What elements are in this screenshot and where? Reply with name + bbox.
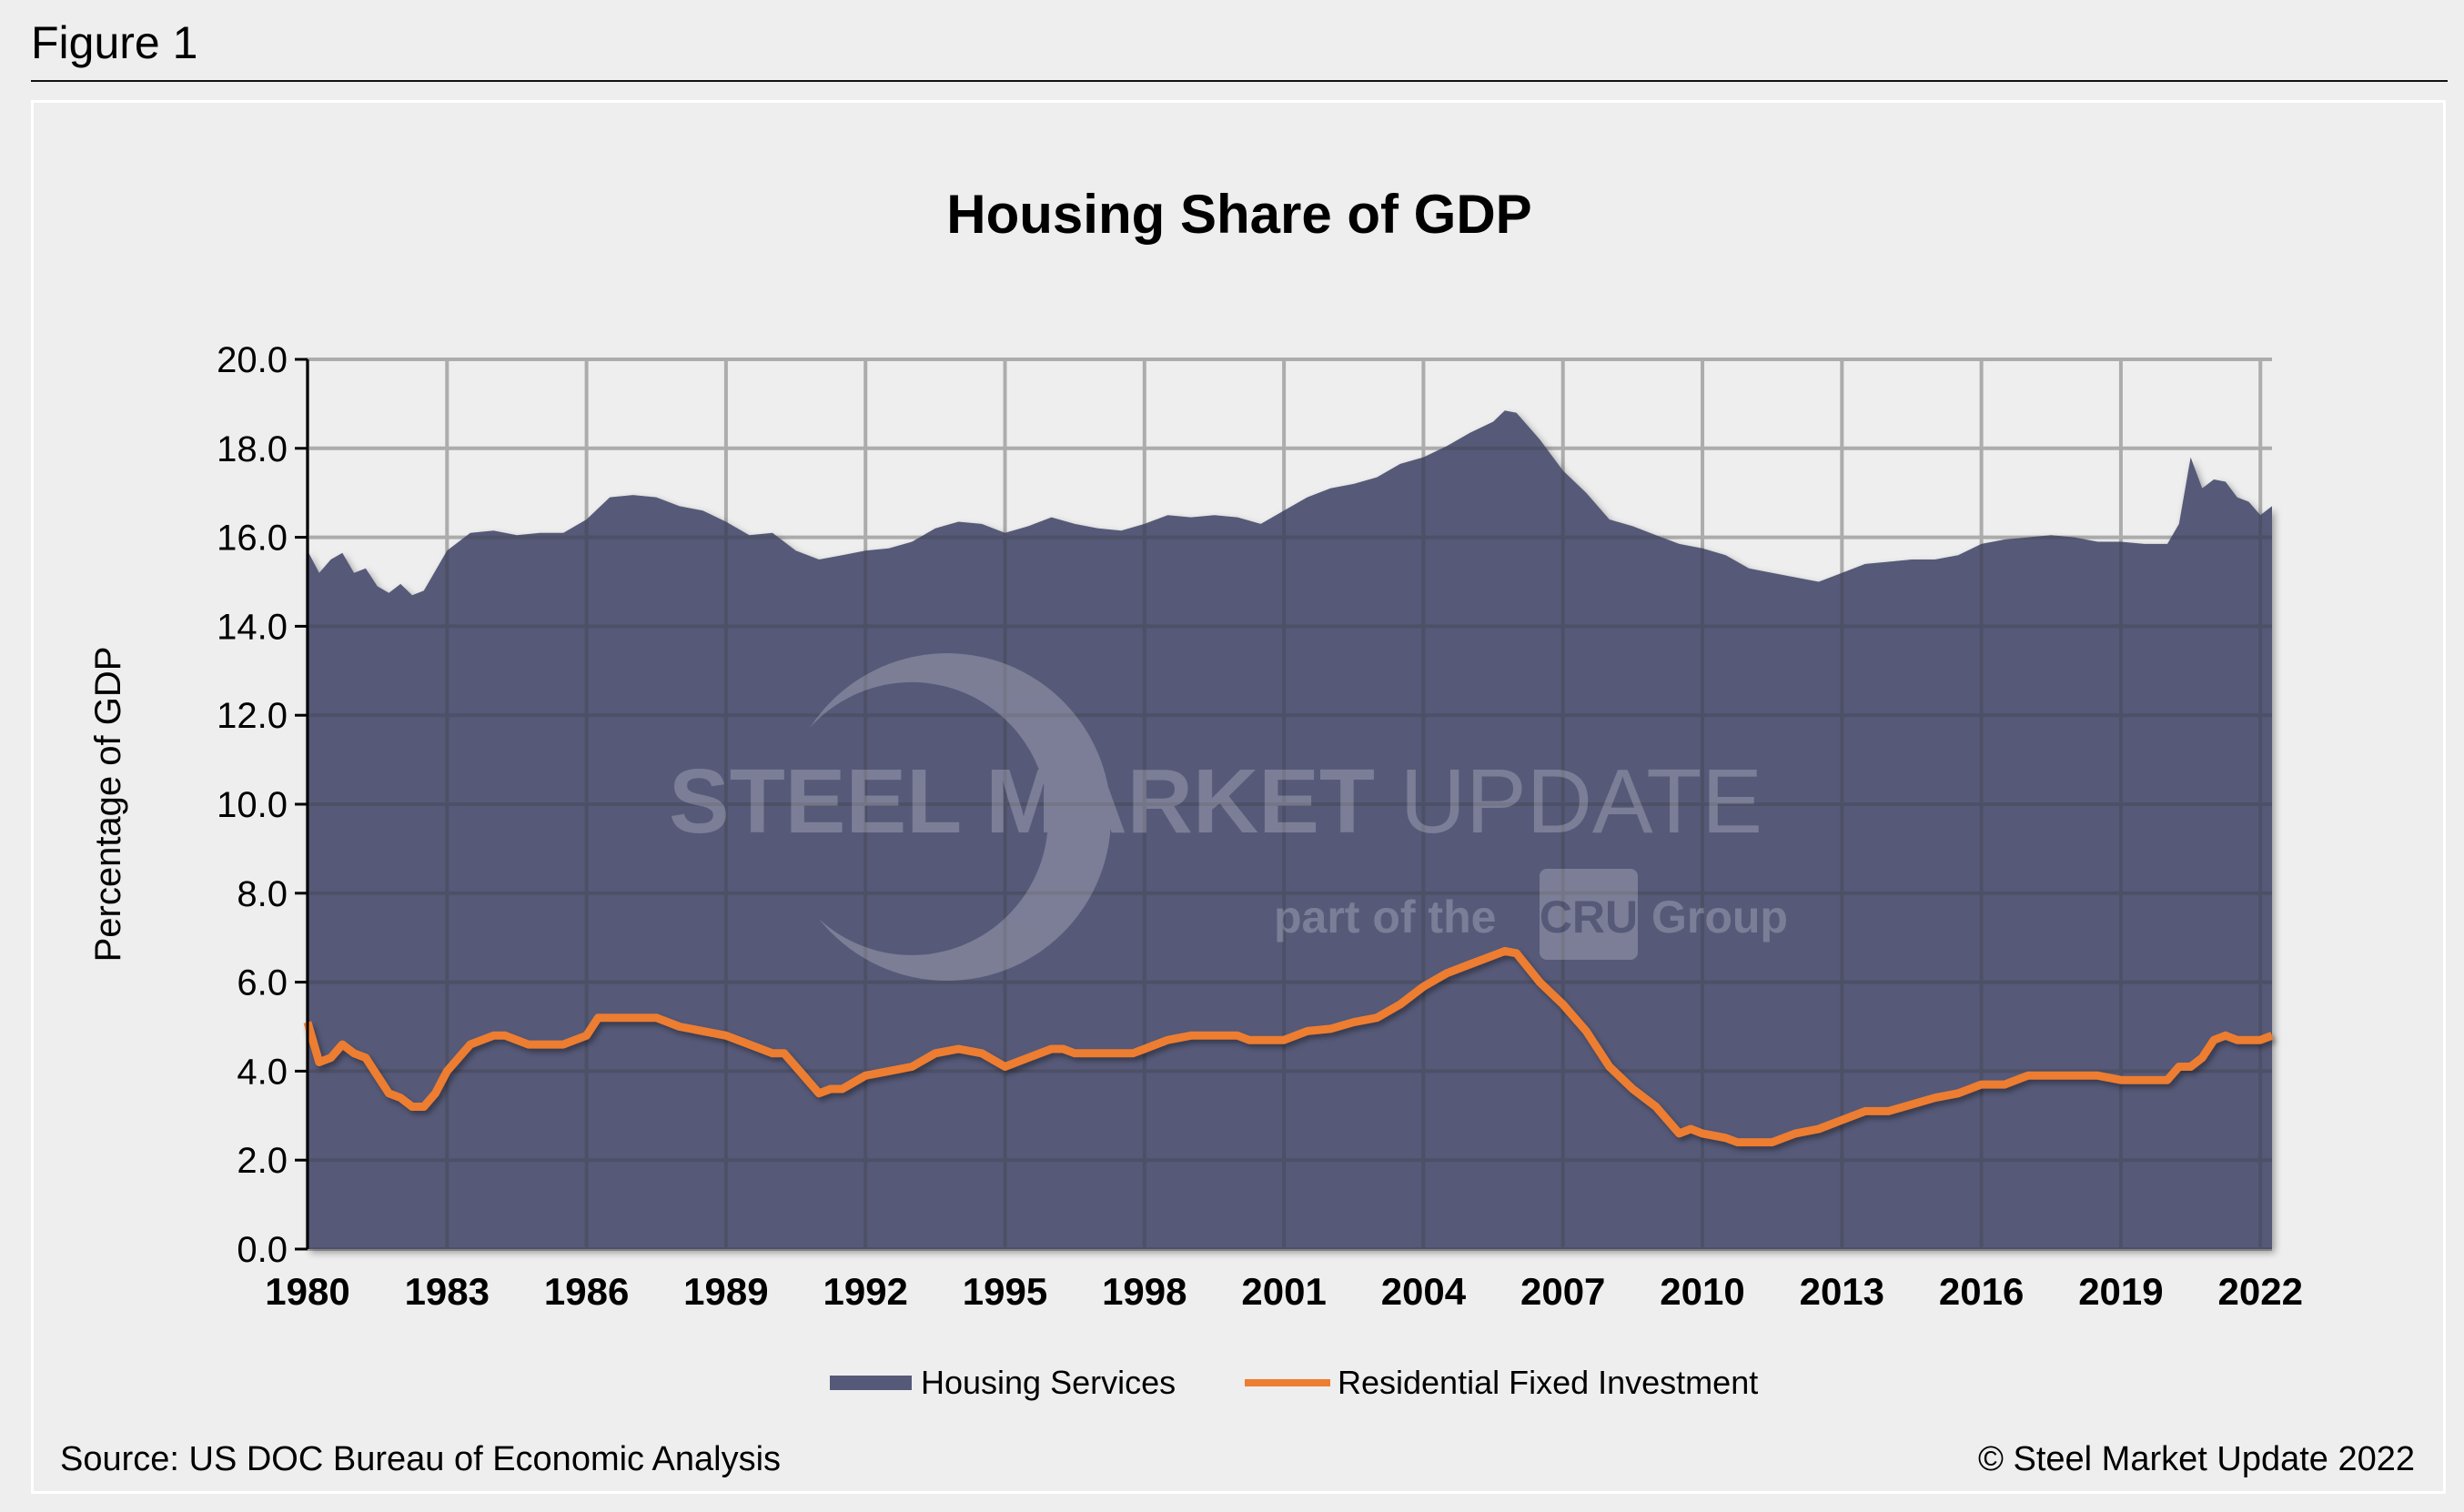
title-rule [31, 80, 2448, 82]
y-tick-label: 0.0 [237, 1230, 288, 1270]
watermark-arc-icon [810, 653, 1111, 982]
watermark-logo: CRU [1540, 892, 1638, 942]
x-tick-label: 1989 [683, 1270, 768, 1313]
y-tick-label: 4.0 [237, 1052, 288, 1092]
x-tick-label: 2022 [2218, 1270, 2303, 1313]
y-tick-label: 12.0 [217, 696, 288, 736]
x-tick-label: 1986 [544, 1270, 629, 1313]
x-tick-label: 1992 [823, 1270, 907, 1313]
y-tick-label: 2.0 [237, 1141, 288, 1181]
watermark-light: UPDATE [1400, 751, 1762, 852]
residential-fixed-investment-line [303, 946, 2274, 1147]
source-note: Source: US DOC Bureau of Economic Analys… [60, 1440, 781, 1478]
figure-label: Figure 1 [31, 17, 198, 68]
x-tick-label: 2016 [1939, 1270, 2024, 1313]
x-tick-label: 1980 [265, 1270, 349, 1313]
copyright-note: © Steel Market Update 2022 [1978, 1440, 2415, 1478]
y-tick-label: 16.0 [217, 519, 288, 559]
legend-label-residential: Residential Fixed Investment [1338, 1364, 1758, 1401]
watermark: STEEL MARKET UPDATE part of the CRU Grou… [669, 653, 1788, 982]
y-tick-label: 20.0 [217, 340, 288, 380]
x-tick-label: 1983 [405, 1270, 490, 1313]
y-tick-label: 8.0 [237, 874, 288, 914]
y-tick-label: 14.0 [217, 607, 288, 647]
legend-swatch-housing-services [830, 1376, 912, 1390]
watermark-part: part of the [1274, 892, 1496, 942]
watermark-group: Group [1651, 892, 1788, 942]
svg-text:STEEL MARKET UPDATE: STEEL MARKET UPDATE [669, 751, 1762, 852]
x-tick-label: 1995 [963, 1270, 1047, 1313]
chart-title: Housing Share of GDP [946, 184, 1531, 245]
legend-label-housing-services: Housing Services [921, 1364, 1176, 1401]
y-tick-label: 10.0 [217, 785, 288, 825]
x-tick-label: 1998 [1102, 1270, 1187, 1313]
chart-panel [31, 100, 2446, 1494]
y-tick-label: 18.0 [217, 429, 288, 469]
x-tick-label: 2010 [1660, 1270, 1744, 1313]
housing-services-area [308, 410, 2272, 1249]
x-tick-label: 2013 [1800, 1270, 1884, 1313]
watermark-bold: STEEL MARKET [669, 751, 1375, 852]
x-tick-label: 2019 [2078, 1270, 2163, 1313]
x-tick-label: 2004 [1381, 1270, 1467, 1313]
y-tick-label: 6.0 [237, 963, 288, 1003]
x-tick-label: 2001 [1241, 1270, 1326, 1313]
x-tick-label: 2007 [1520, 1270, 1605, 1313]
legend: Housing Services Residential Fixed Inves… [830, 1364, 1758, 1401]
y-axis-label: Percentage of GDP [88, 647, 128, 963]
